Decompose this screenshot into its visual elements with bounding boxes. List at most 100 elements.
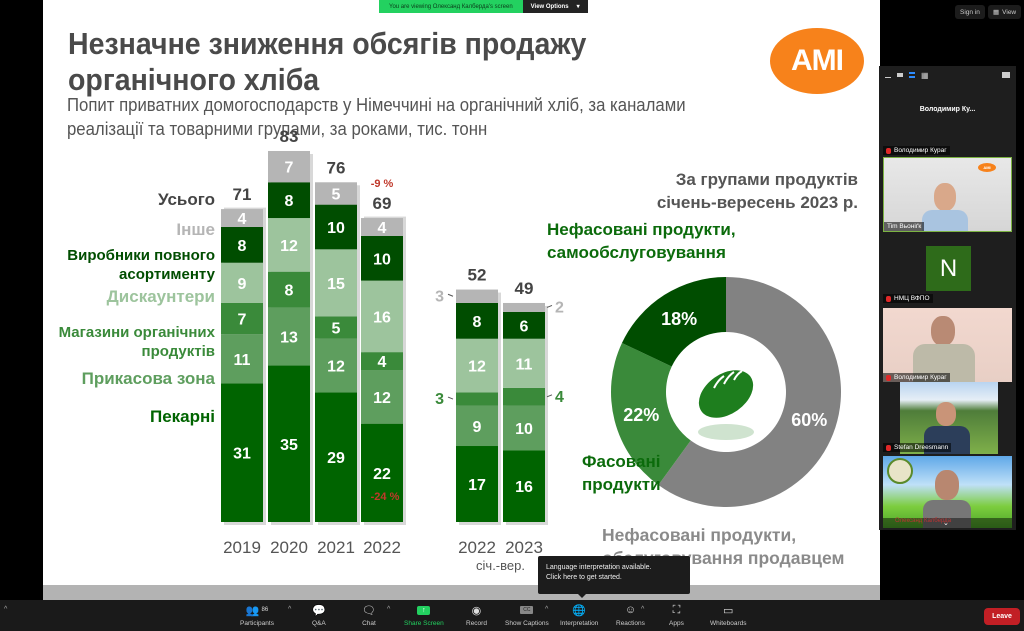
legend-full-range-line2: асортименту	[119, 266, 215, 283]
gallery-view-icon[interactable]: ▦	[921, 70, 929, 80]
bar-segment	[361, 352, 403, 371]
category-tick-label: 2022	[458, 538, 496, 557]
bar-segment	[268, 365, 310, 522]
bar-segment	[268, 150, 310, 183]
share-banner-text: You are viewing Олександ Калберда's scre…	[379, 0, 523, 13]
bar-segment	[268, 218, 310, 272]
bar-segment	[268, 182, 310, 219]
legend-organic-stores: Магазини органічних продуктів	[59, 323, 215, 361]
leader-line	[447, 293, 454, 297]
participants-caret-icon[interactable]: ^	[288, 606, 292, 613]
sign-in-button[interactable]: Sign in	[955, 5, 985, 19]
donut-slice-label: 18%	[661, 309, 697, 329]
bar-total-label: 49	[515, 279, 534, 298]
bar-segment	[361, 218, 403, 236]
bar-value-label: 8	[238, 238, 247, 255]
bar-segment	[221, 209, 263, 227]
minimize-icon[interactable]	[885, 76, 891, 78]
qa-button[interactable]: 💬 Q&A	[312, 603, 326, 628]
bar-value-label: 12	[327, 359, 345, 376]
participant-name: Tim Bьоніґк	[887, 223, 922, 230]
participant-name: Володимир Кураг	[894, 147, 947, 154]
gallery-toolbar: ▦	[879, 66, 1016, 84]
donut-slice-label: 60%	[791, 410, 827, 430]
interpretation-tooltip[interactable]: Language interpretation available. Click…	[538, 556, 690, 598]
reactions-button[interactable]: ☺ Reactions	[616, 603, 645, 627]
share-screen-label: Share Screen	[404, 620, 444, 627]
bar-total-label: 52	[468, 266, 487, 285]
bar-value-label: 11	[516, 356, 533, 373]
bar-segment	[456, 338, 498, 393]
title-line-2: органічного хліба	[68, 62, 320, 97]
share-screen-button[interactable]: ↑ Share Screen	[404, 603, 444, 627]
bar-value-label: 8	[473, 314, 482, 331]
view-options-button[interactable]: View Options ▾	[522, 0, 588, 13]
title-line-1: Незначне зниження обсягів продажу	[68, 26, 587, 61]
chevron-down-icon[interactable]: ⌄	[943, 520, 949, 527]
bar-segment	[361, 280, 403, 353]
organization-emblem	[887, 458, 913, 484]
person-face	[934, 183, 956, 211]
bar-segment	[503, 387, 545, 406]
view-button[interactable]: ▦ View	[988, 5, 1022, 19]
mic-muted-icon	[886, 444, 891, 451]
bar-segment	[315, 392, 357, 522]
interpretation-label: Interpretation	[560, 620, 599, 627]
legend-organic-line1: Магазини органічних	[58, 324, 215, 341]
legend-organic-line2: продуктів	[141, 343, 215, 360]
bar-value-label-outside: 3	[435, 288, 444, 305]
participant-video-tile[interactable]: AMI Tim Bьоніґк	[883, 157, 1012, 232]
bar-value-label: 10	[327, 220, 345, 237]
leave-button[interactable]: Leave	[984, 608, 1020, 625]
bar-segment	[456, 446, 498, 522]
bar-value-label: 7	[238, 312, 247, 329]
legend-checkout: Прикасова зона	[81, 369, 215, 388]
bar-value-label: 17	[468, 477, 486, 494]
participants-label: Participants	[240, 620, 274, 627]
chat-caret-icon[interactable]: ^	[387, 606, 391, 613]
bar-segment	[456, 392, 498, 406]
mic-muted-icon	[886, 147, 891, 154]
tooltip-line2: Click here to get started.	[546, 574, 622, 581]
interpretation-button[interactable]: 🌐 Interpretation	[560, 603, 599, 628]
record-button[interactable]: ◉ Record	[466, 603, 487, 628]
bar-segment	[361, 370, 403, 424]
audio-caret-icon[interactable]: ^	[4, 606, 8, 613]
pie-label-packed-line2: продукти	[582, 475, 661, 494]
pie-label-packed: Фасовані продукти	[582, 450, 661, 496]
show-captions-button[interactable]: CC Show Captions	[505, 603, 549, 627]
bar-value-label-outside: 2	[555, 299, 564, 316]
participant-video-tile[interactable]: Володимир Кураг	[883, 308, 1012, 382]
participant-name: Володимир Кураг	[894, 374, 947, 381]
bar-segment	[361, 423, 403, 522]
reactions-caret-icon[interactable]: ^	[641, 606, 645, 613]
hide-video-icon[interactable]	[897, 73, 903, 77]
slide-bottom-bar	[43, 585, 880, 600]
leader-line	[546, 394, 553, 398]
apps-label: Apps	[669, 620, 684, 627]
participant-video-tile[interactable]: Олександ Калберда ⌄	[883, 456, 1012, 528]
speaker-view-icon[interactable]	[909, 72, 915, 78]
qa-icon: 💬	[312, 604, 326, 617]
reactions-icon: ☺	[624, 604, 637, 616]
period-note: січ.-вер.	[476, 558, 525, 573]
mic-muted-icon	[886, 295, 891, 302]
bar-value-label: 10	[515, 421, 533, 438]
whiteboards-button[interactable]: ▭ Whiteboards	[710, 603, 747, 628]
apps-button[interactable]: ⛶ Apps	[669, 603, 684, 628]
chat-label: Chat	[362, 620, 376, 627]
pop-out-icon[interactable]	[1002, 72, 1010, 78]
whiteboard-icon: ▭	[723, 604, 734, 617]
chevron-down-icon: ▾	[576, 4, 580, 10]
chat-button[interactable]: 🗨 Chat	[362, 603, 376, 628]
qa-label: Q&A	[312, 620, 326, 627]
bar-segment	[315, 338, 357, 393]
bar-segment	[221, 334, 263, 384]
captions-caret-icon[interactable]: ^	[545, 606, 549, 613]
bar-segment	[456, 405, 498, 447]
subtitle-line-1: Попит приватних домогосподарств у Німечч…	[67, 95, 686, 115]
donut-slice-label: 22%	[623, 405, 659, 425]
participants-button[interactable]: 👥 86 Participants	[240, 603, 274, 628]
person-face	[931, 316, 955, 346]
